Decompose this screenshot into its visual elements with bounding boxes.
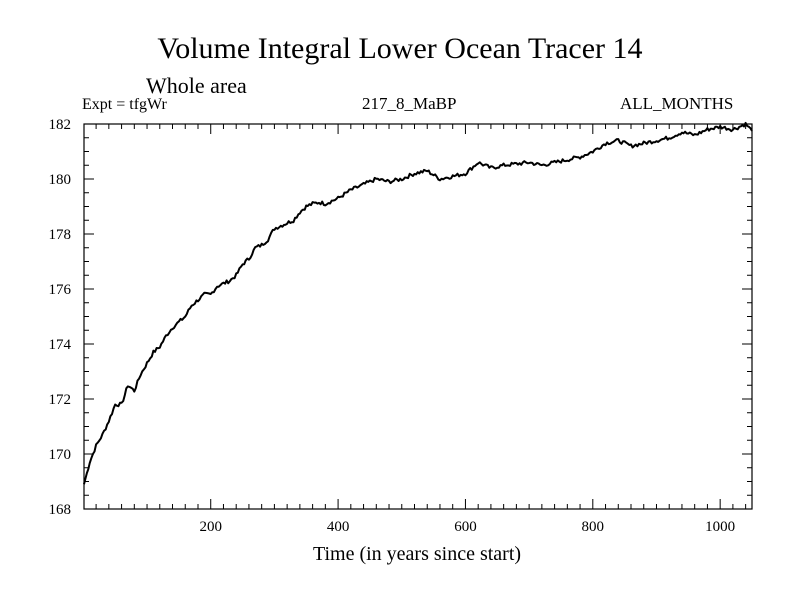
y-tick-label: 172 bbox=[49, 392, 72, 408]
x-axis-label: Time (in years since start) bbox=[312, 543, 522, 565]
chart-subtitle: Whole area bbox=[146, 73, 247, 98]
chart-title: Volume Integral Lower Ocean Tracer 14 bbox=[157, 32, 643, 65]
x-tick-label: 1000 bbox=[705, 519, 735, 535]
x-tick-label: 400 bbox=[327, 519, 350, 535]
y-tick-label: 170 bbox=[49, 447, 72, 463]
y-tick-label: 180 bbox=[49, 172, 72, 188]
period-label: ALL_MONTHS bbox=[620, 94, 734, 113]
y-tick-label: 182 bbox=[49, 117, 72, 133]
axis-ticks bbox=[84, 124, 752, 509]
tick-labels: 200 400 600 800 1000 168 170 172 174 176 178 180 182 bbox=[49, 117, 736, 535]
experiment-label: Expt = tfgWr bbox=[82, 96, 167, 113]
y-tick-label: 174 bbox=[49, 337, 72, 353]
series-line bbox=[83, 121, 753, 485]
run-label: 217_8_MaBP bbox=[362, 94, 457, 113]
x-tick-label: 600 bbox=[454, 519, 477, 535]
y-tick-label: 176 bbox=[49, 282, 72, 298]
x-tick-label: 800 bbox=[582, 519, 605, 535]
x-tick-label: 200 bbox=[199, 519, 222, 535]
y-tick-label: 178 bbox=[49, 227, 72, 243]
y-tick-label: 168 bbox=[49, 502, 72, 518]
